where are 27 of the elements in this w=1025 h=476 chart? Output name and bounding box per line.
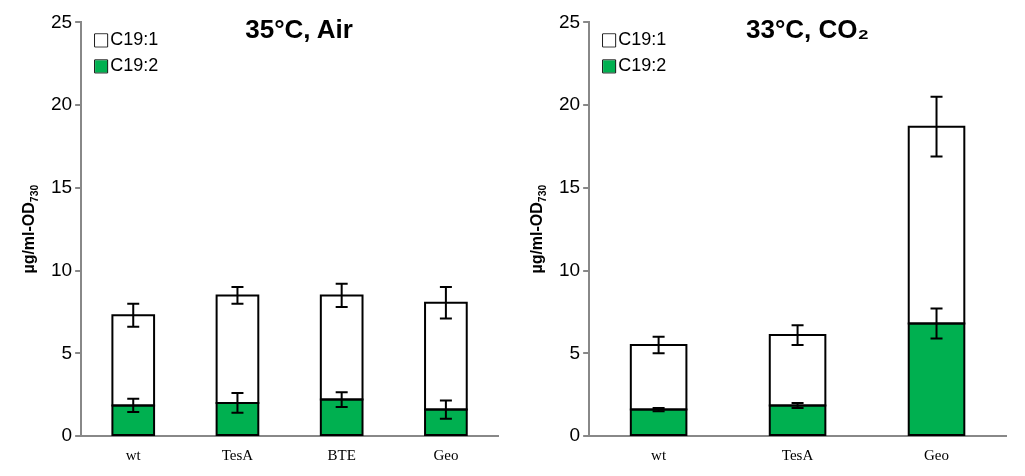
chart-title: 35°C, Air [245, 13, 353, 44]
x-tick-label: BTE [327, 446, 356, 463]
legend-label: C19:2 [618, 55, 667, 76]
y-tick-label: 10 [50, 258, 73, 280]
legend-label: C19:1 [618, 29, 667, 50]
y-tick-label: 25 [50, 10, 73, 32]
y-tick-label: 20 [50, 93, 73, 115]
x-tick-label: TesA [781, 446, 814, 463]
y-tick-label: 25 [558, 10, 581, 32]
y-tick-label: 5 [61, 341, 73, 363]
x-tick-label: TesA [221, 446, 254, 463]
y-tick-label: 20 [558, 93, 581, 115]
x-tick-label: wt [125, 446, 142, 463]
y-tick-label: 15 [50, 176, 73, 198]
y-tick-label: 15 [558, 176, 581, 198]
y-axis-title: µg/ml-OD730 [20, 184, 40, 274]
chart-title: 33°C, CO₂ [746, 13, 870, 44]
legend-label: C19:1 [110, 29, 159, 50]
x-tick-label: wt [651, 446, 667, 463]
y-tick-label: 5 [569, 341, 581, 363]
legend-label: C19:2 [110, 55, 159, 76]
y-tick-label: 0 [61, 424, 73, 446]
y-tick-label: 0 [569, 424, 581, 446]
x-tick-label: Geo [924, 446, 950, 463]
y-tick-label: 10 [558, 258, 581, 280]
y-axis-title: µg/ml-OD730 [528, 184, 548, 274]
x-tick-label: Geo [433, 446, 459, 463]
